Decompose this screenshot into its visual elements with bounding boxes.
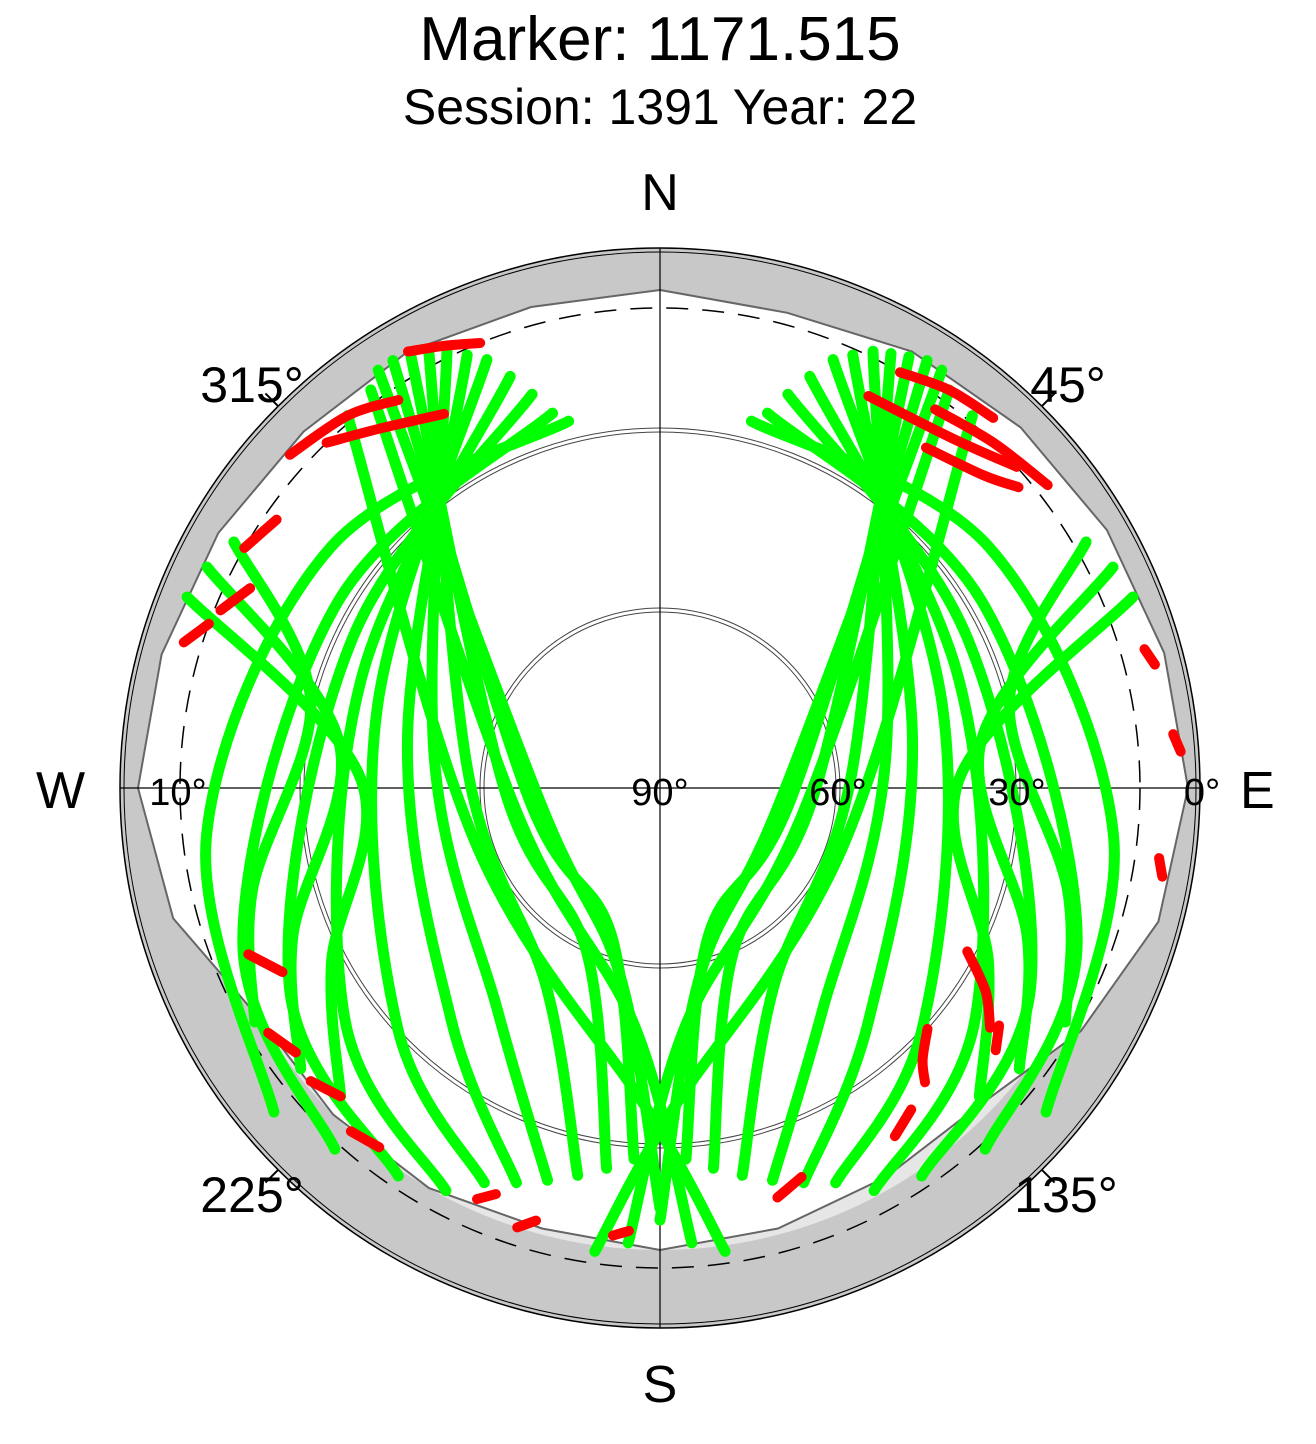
track-30 <box>201 561 348 1075</box>
chart-title: Marker: 1171.515 <box>419 5 900 74</box>
flagged-arc-14 <box>345 1126 385 1153</box>
elevation-tick-0: 0° <box>1184 772 1220 814</box>
track-24 <box>365 384 698 1249</box>
flagged-arc-24 <box>1139 644 1160 670</box>
track-26 <box>1003 536 1092 1028</box>
chart-subtitle: Session: 1391 Year: 22 <box>403 79 917 135</box>
flagged-arc-17 <box>243 949 288 978</box>
flagged-arc-15 <box>305 1076 346 1102</box>
compass-east: E <box>1240 762 1275 820</box>
elevation-tick-10: 10° <box>149 772 206 814</box>
flagged-arc-4 <box>321 408 449 448</box>
elevation-tick-30: 30° <box>988 772 1045 814</box>
track-23 <box>372 364 666 1214</box>
azimuth-tick-135: 135° <box>1014 1167 1117 1223</box>
flagged-arc-2 <box>921 442 1024 493</box>
azimuth-tick-mark-135 <box>1041 1169 1056 1184</box>
track-31 <box>181 591 373 1102</box>
compass-north: N <box>641 164 679 222</box>
satellite-tracks <box>181 345 1139 1257</box>
flagged-arc-23 <box>1168 729 1186 757</box>
flagged-arc-18 <box>772 1172 807 1203</box>
flagged-arc-9 <box>178 618 214 648</box>
flagged-arc-8 <box>215 583 256 616</box>
azimuth-tick-mark-45 <box>1041 392 1056 407</box>
flagged-arc-16 <box>263 1027 301 1058</box>
compass-south: S <box>643 1356 678 1414</box>
track-12 <box>589 410 978 1257</box>
track-25 <box>342 410 731 1257</box>
flagged-arc-7 <box>239 514 282 553</box>
compass-west: W <box>36 762 85 820</box>
track-27 <box>972 561 1119 1075</box>
azimuth-tick-mark-225 <box>264 1169 279 1184</box>
flagged-arc-11 <box>917 1023 933 1088</box>
flagged-arc-19 <box>512 1215 541 1233</box>
azimuth-tick-315: 315° <box>200 357 303 413</box>
azimuth-tick-45: 45° <box>1030 357 1106 413</box>
azimuth-tick-mark-315 <box>264 392 279 407</box>
azimuth-tick-225: 225° <box>200 1167 303 1223</box>
flagged-arc-1 <box>930 404 1053 491</box>
flagged-arc-20 <box>472 1189 501 1205</box>
flagged-arc-12 <box>889 1104 917 1142</box>
flagged-arc-6 <box>403 338 486 357</box>
flagged-observations <box>178 338 1186 1241</box>
flagged-arc-21 <box>608 1225 634 1241</box>
flagged-arc-10 <box>962 946 996 1033</box>
elevation-tick-60: 60° <box>809 772 866 814</box>
flagged-arc-22 <box>1154 853 1168 882</box>
flagged-arc-3 <box>895 367 999 423</box>
elevation-tick-90: 90° <box>631 772 688 814</box>
polar-grid <box>120 248 1200 1328</box>
flagged-arc-13 <box>990 1020 1005 1056</box>
flagged-arc-0 <box>863 391 1022 472</box>
flagged-arc-5 <box>284 395 404 460</box>
